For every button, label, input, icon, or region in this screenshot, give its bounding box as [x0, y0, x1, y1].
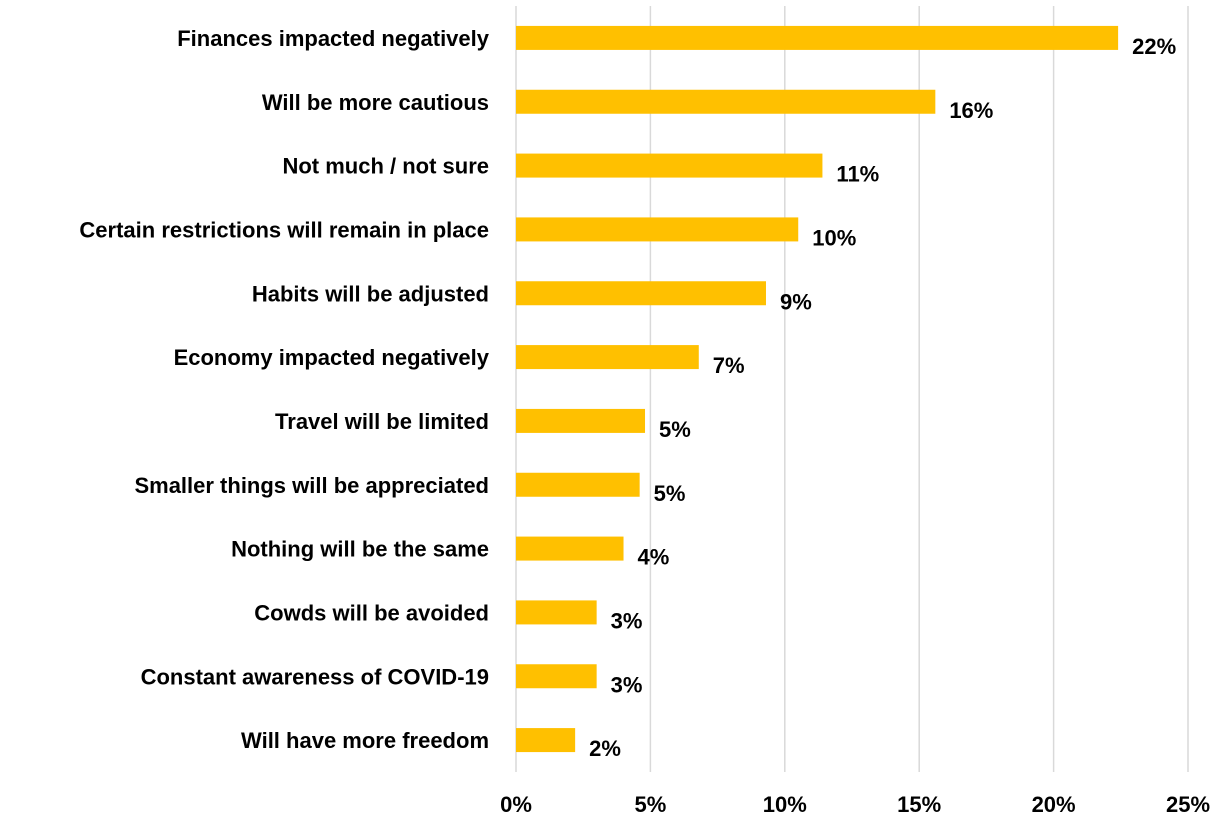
category-label: Habits will be adjusted	[252, 281, 489, 306]
value-label: 3%	[611, 672, 643, 697]
x-tick-label: 0%	[500, 792, 532, 817]
category-label: Certain restrictions will remain in plac…	[79, 217, 489, 242]
x-axis-ticks: 0% 5% 10% 15% 20% 25%	[500, 792, 1210, 817]
category-label: Travel will be limited	[275, 409, 489, 434]
value-label: 11%	[836, 162, 879, 187]
value-label: 3%	[611, 608, 643, 633]
category-label: Not much / not sure	[282, 154, 489, 179]
bar	[516, 728, 576, 753]
bar	[516, 600, 597, 625]
bar	[516, 89, 936, 114]
value-label: 5%	[654, 481, 686, 506]
category-label: Constant awareness of COVID-19	[141, 664, 489, 689]
bar	[516, 153, 823, 178]
category-label: Nothing will be the same	[231, 537, 489, 562]
gridlines	[515, 6, 1189, 772]
category-label: Will be more cautious	[262, 90, 489, 115]
value-label: 5%	[659, 417, 691, 442]
category-labels: Finances impacted negatively Will be more…	[79, 26, 489, 753]
bar	[516, 217, 799, 242]
bar	[516, 536, 624, 561]
bar	[516, 408, 646, 433]
bar	[516, 345, 699, 370]
value-label: 10%	[812, 225, 856, 250]
category-label: Will have more freedom	[241, 728, 489, 753]
bar	[516, 281, 766, 306]
x-tick-label: 15%	[897, 792, 941, 817]
value-label: 16%	[949, 98, 993, 123]
bars	[516, 25, 1119, 753]
category-label: Economy impacted negatively	[174, 345, 490, 370]
x-tick-label: 25%	[1166, 792, 1210, 817]
x-tick-label: 10%	[763, 792, 807, 817]
value-labels: 22% 16% 11% 10% 9% 7% 5% 5% 4% 3% 3% 2%	[589, 34, 1176, 761]
bar	[516, 472, 640, 497]
category-label: Cowds will be avoided	[254, 600, 489, 625]
category-label: Smaller things will be appreciated	[134, 473, 489, 498]
value-label: 4%	[638, 545, 670, 570]
x-tick-label: 20%	[1032, 792, 1076, 817]
bar	[516, 664, 597, 689]
x-tick-label: 5%	[635, 792, 667, 817]
value-label: 22%	[1132, 34, 1176, 59]
bar	[516, 25, 1119, 50]
value-label: 7%	[713, 353, 745, 378]
category-label: Finances impacted negatively	[177, 26, 490, 51]
value-label: 9%	[780, 289, 812, 314]
value-label: 2%	[589, 736, 621, 761]
